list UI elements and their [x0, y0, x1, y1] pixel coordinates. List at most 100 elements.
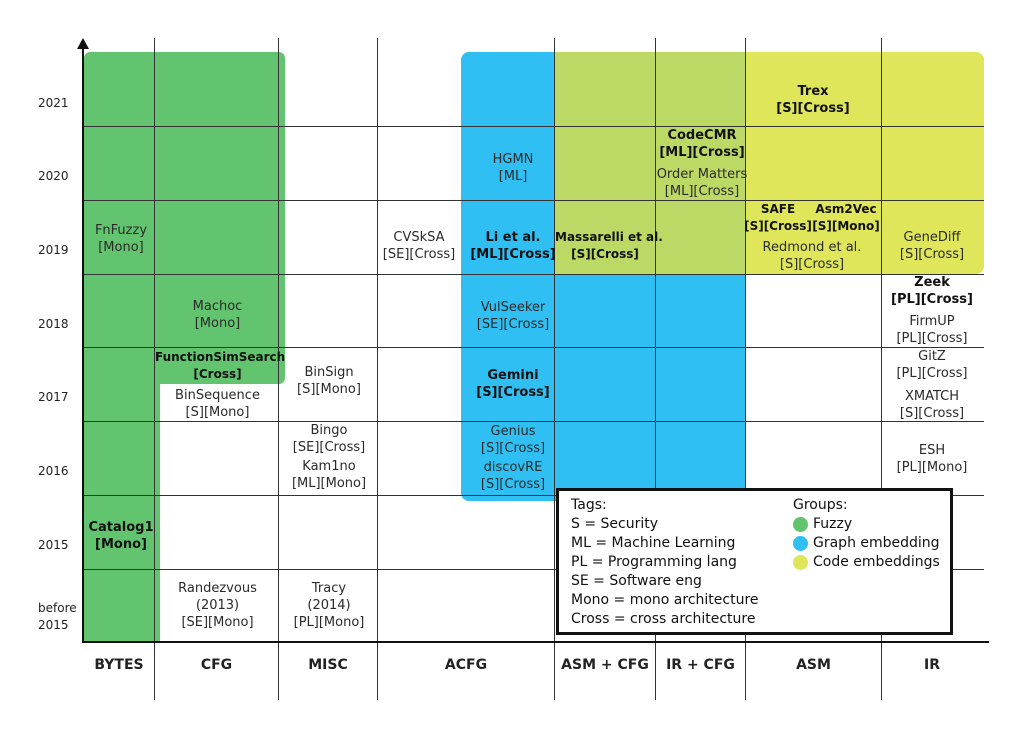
legend-code-swatch: [793, 555, 808, 570]
entry-genius: Genius [S][Cross]: [463, 423, 563, 457]
entry-tags: [S][Cross]: [476, 385, 550, 400]
entry-fnfuzzy: FnFuzzy [Mono]: [84, 222, 158, 256]
entry-bingo: Bingo [SE][Cross]: [279, 422, 379, 456]
entry-zeek: Zeek [PL][Cross]: [882, 274, 982, 308]
entry-name: Zeek: [914, 275, 950, 290]
entry-tags: [PL][Cross]: [896, 366, 968, 381]
column-divider: [881, 38, 882, 700]
entry-name: Tracy: [311, 581, 347, 596]
legend-tag-item: Mono = mono architecture: [571, 592, 759, 608]
legend-tag-item: Cross = cross architecture: [571, 611, 756, 627]
row-divider: [84, 347, 984, 348]
entry-codecmr: CodeCMR [ML][Cross]: [652, 127, 752, 161]
entry-tags: [S][Cross]: [480, 477, 546, 492]
entry-name: CodeCMR: [667, 128, 737, 143]
entry-tags: [Mono]: [95, 537, 147, 552]
entry-name: Bingo: [310, 423, 348, 438]
entry-asm2vec: Asm2Vec [S][Mono]: [812, 201, 880, 235]
entry-name: Gemini: [487, 368, 539, 383]
entry-name: Redmond et al.: [762, 240, 862, 255]
entry-name: Order Matters: [656, 167, 748, 182]
entry-tags: [S][Mono]: [297, 382, 361, 397]
entry-name: discovRE: [483, 460, 543, 475]
column-divider: [278, 38, 279, 700]
entry-tags: [S][Cross]: [480, 441, 546, 456]
year-label: 2016: [38, 464, 69, 478]
column-divider: [745, 38, 746, 700]
entry-redmond-et-al: Redmond et al. [S][Cross]: [757, 239, 867, 273]
entry-li-et-al: Li et al. [ML][Cross]: [463, 229, 563, 263]
entry-name: Genius: [490, 424, 536, 439]
entry-tags: [Mono]: [194, 316, 241, 331]
column-label: ASM + CFG: [561, 657, 649, 673]
entry-name: Massarelli et al.: [555, 230, 663, 244]
entry-name: CVSkSA: [393, 230, 445, 245]
entry-tags: [Mono]: [98, 240, 144, 255]
entry-safe: SAFE [S][Cross]: [744, 201, 812, 235]
entry-name: FirmUP: [909, 314, 955, 329]
row-divider: [84, 200, 984, 201]
legend-groups-title: Groups:: [793, 497, 848, 513]
year-label: 2021: [38, 96, 69, 110]
legend-group-item: Code embeddings: [813, 554, 940, 570]
entry-name: Catalog1: [88, 520, 154, 535]
entry-tags: [Cross]: [193, 367, 242, 381]
entry-tags: [S][Mono]: [185, 405, 250, 420]
entry-name: XMATCH: [904, 389, 960, 404]
entry-tags: [SE][Cross]: [382, 247, 456, 262]
row-divider: [84, 495, 984, 496]
y-axis: [82, 46, 84, 643]
code-embedding-region-mixed: [555, 52, 746, 274]
year-label: 2020: [38, 169, 69, 183]
entry-tags: [ML][Cross]: [664, 184, 740, 199]
entry-name: Kam1no: [302, 459, 356, 474]
entry-tags: [ML][Cross]: [470, 247, 556, 262]
legend-tag-item: S = Security: [571, 516, 659, 532]
entry-tags: [SE][Mono]: [181, 615, 254, 630]
entry-trex: Trex [S][Cross]: [760, 83, 866, 117]
entry-vulseeker: VulSeeker [SE][Cross]: [463, 299, 563, 333]
legend-group-item: Graph embedding: [813, 535, 940, 551]
legend-fuzzy-swatch: [793, 517, 808, 532]
entry-name: SAFE: [760, 202, 796, 216]
entry-firmup: FirmUP [PL][Cross]: [882, 313, 982, 347]
legend-tag-item: SE = Software eng: [571, 573, 702, 589]
entry-tags: [S][Mono]: [812, 219, 880, 233]
row-divider: [84, 274, 984, 275]
year-label: 2019: [38, 243, 69, 257]
column-label: ACFG: [444, 657, 488, 673]
entry-name: GitZ: [918, 349, 946, 364]
entry-name: Randezvous: [178, 581, 257, 596]
entry-massarelli-et-al: Massarelli et al. [S][Cross]: [555, 229, 663, 263]
entry-tags: [S][Cross]: [776, 101, 850, 116]
year-label: 2017: [38, 390, 69, 404]
entry-functionsimsearch: FunctionSimSearch [Cross]: [155, 349, 285, 383]
entry-binsign: BinSign [S][Mono]: [279, 364, 379, 398]
legend-group-item: Fuzzy: [813, 516, 853, 532]
legend-box: Tags: S = Security ML = Machine Learning…: [556, 488, 953, 635]
entry-name: Machoc: [192, 299, 243, 314]
entry-year: (2014): [307, 598, 351, 613]
entry-randezvous: Randezvous (2013) [SE][Mono]: [155, 580, 280, 631]
entry-name: VulSeeker: [480, 300, 546, 315]
entry-discovre: discovRE [S][Cross]: [463, 459, 563, 493]
column-label: IR + CFG: [666, 657, 735, 673]
row-divider: [84, 569, 984, 570]
column-divider: [377, 38, 378, 700]
entry-esh: ESH [PL][Mono]: [882, 442, 982, 476]
entry-genediff: GeneDiff [S][Cross]: [882, 229, 982, 263]
column-divider: [554, 38, 555, 700]
entry-hgmn: HGMN [ML]: [463, 151, 563, 185]
entry-year: (2013): [195, 598, 240, 613]
y-axis-arrowhead: [77, 38, 89, 49]
entry-tags: [S][Cross]: [571, 247, 639, 261]
entry-xmatch: XMATCH [S][Cross]: [882, 388, 982, 422]
entry-tags: [PL][Cross]: [896, 331, 968, 346]
entry-tags: [ML][Mono]: [291, 476, 367, 491]
entry-tracy: Tracy (2014) [PL][Mono]: [279, 580, 379, 631]
entry-name: Li et al.: [485, 230, 541, 245]
year-label: before 2015: [38, 601, 77, 632]
entry-tags: [SE][Cross]: [476, 317, 550, 332]
column-divider: [154, 38, 155, 700]
